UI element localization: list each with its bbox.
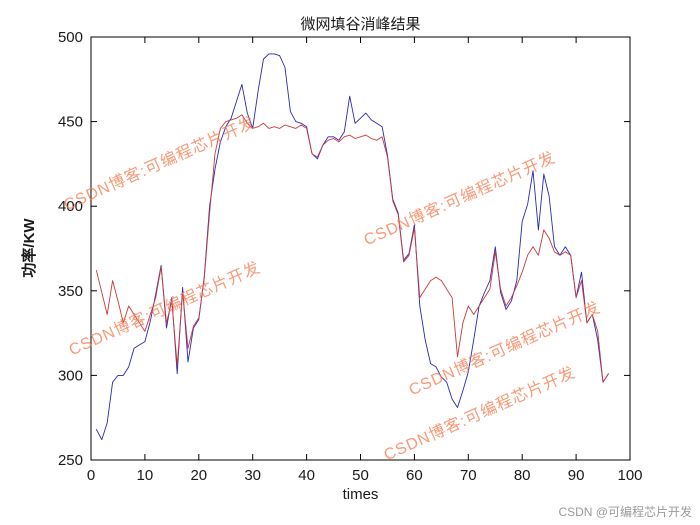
svg-text:80: 80 — [514, 467, 531, 484]
x-axis-label: times — [342, 486, 379, 503]
watermark-credit: CSDN @可编程芯片开发 — [558, 505, 692, 519]
svg-text:30: 30 — [244, 467, 261, 484]
svg-text:300: 300 — [58, 367, 83, 384]
svg-text:450: 450 — [58, 114, 83, 131]
svg-text:10: 10 — [137, 467, 154, 484]
svg-text:350: 350 — [58, 283, 83, 300]
svg-text:20: 20 — [190, 467, 207, 484]
svg-text:500: 500 — [58, 29, 83, 46]
svg-text:100: 100 — [617, 467, 642, 484]
svg-text:0: 0 — [87, 467, 95, 484]
svg-text:70: 70 — [460, 467, 477, 484]
svg-text:60: 60 — [406, 467, 423, 484]
chart-title: 微网填谷消峰结果 — [300, 16, 421, 33]
svg-text:400: 400 — [58, 198, 83, 215]
svg-text:40: 40 — [298, 467, 315, 484]
svg-text:250: 250 — [58, 452, 83, 469]
svg-text:90: 90 — [568, 467, 585, 484]
svg-text:50: 50 — [352, 467, 369, 484]
